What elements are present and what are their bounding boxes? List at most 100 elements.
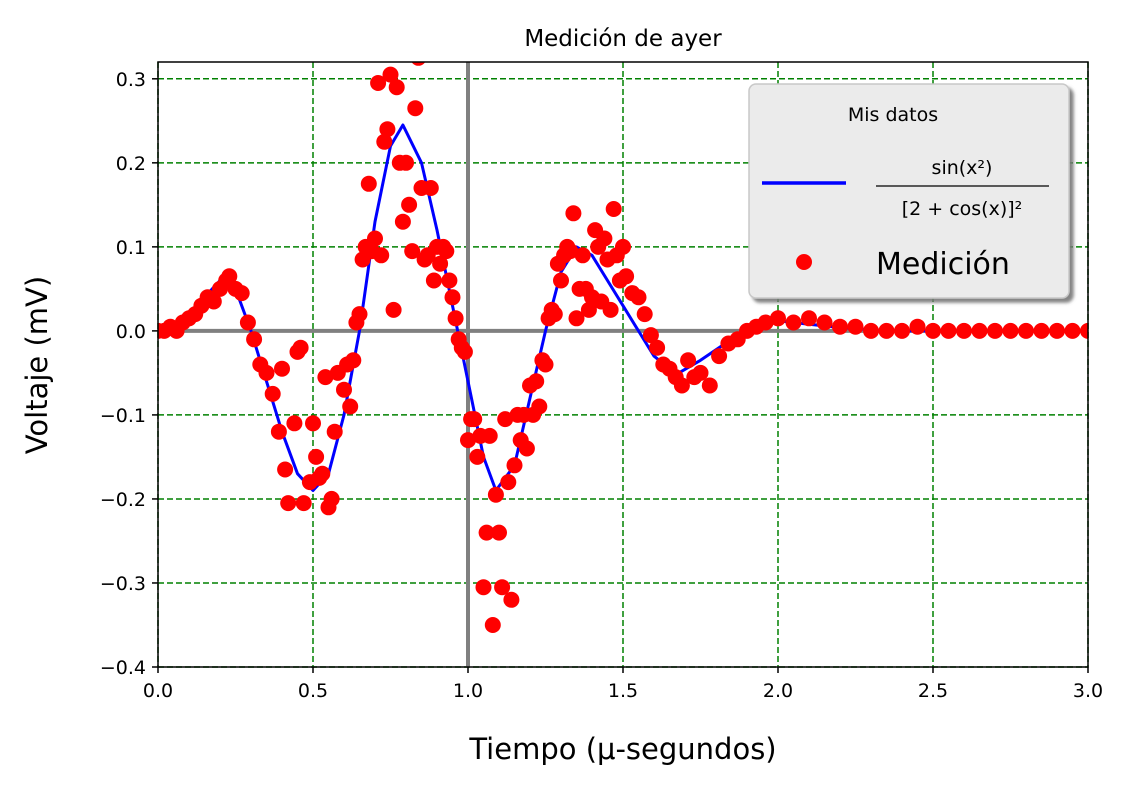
data-point (537, 356, 554, 373)
y-tick-label: 0.0 (116, 321, 146, 343)
data-point (1002, 322, 1019, 339)
data-point (1049, 322, 1065, 339)
data-point (447, 310, 464, 327)
data-point (317, 369, 334, 386)
legend-box (748, 83, 1070, 299)
data-point (295, 495, 312, 512)
data-point (367, 230, 383, 247)
x-tick-label: 2.5 (918, 680, 948, 702)
data-point (673, 377, 690, 394)
x-tick-label: 3.0 (1073, 680, 1103, 702)
data-point (280, 495, 297, 512)
data-point (568, 310, 585, 327)
data-point (277, 461, 294, 478)
data-point (574, 247, 591, 264)
data-point (494, 579, 511, 596)
legend-marker-swatch (796, 254, 812, 270)
data-point (484, 617, 501, 633)
data-point (221, 268, 238, 285)
data-point (618, 268, 635, 285)
legend-marker-label: Medición (876, 247, 1010, 282)
data-point (816, 314, 833, 331)
data-point (345, 352, 362, 369)
data-point (432, 255, 449, 272)
data-point (438, 243, 455, 260)
data-point (478, 524, 495, 541)
data-point (264, 385, 281, 402)
y-axis-label: Voltaje (mV) (20, 276, 54, 454)
data-point (878, 322, 895, 339)
data-point (649, 339, 666, 356)
legend-line-denominator: [2 + cos(x)]² (902, 198, 1023, 220)
y-axis: 0.3 0.2 0.1 0.0 −0.1 −0.2 −0.3 −0.4 (100, 69, 158, 679)
x-tick-label: 0.5 (298, 680, 328, 702)
x-tick-label: 0.0 (143, 680, 173, 702)
data-point (308, 448, 325, 465)
y-tick-label: −0.2 (100, 489, 146, 511)
data-point (642, 327, 659, 344)
data-point (630, 289, 647, 306)
data-point (305, 415, 321, 432)
data-point (553, 272, 569, 289)
data-point (376, 133, 393, 150)
data-point (615, 238, 631, 255)
data-point (469, 448, 486, 465)
data-point (425, 272, 442, 289)
data-point (546, 306, 563, 323)
data-point (531, 398, 548, 415)
scatter-series (158, 62, 1088, 633)
x-tick-label: 1.5 (608, 680, 638, 702)
data-point (441, 272, 458, 289)
data-point (1018, 322, 1034, 339)
data-point (518, 440, 535, 457)
x-tick-label: 2.0 (763, 680, 793, 702)
data-point (503, 591, 520, 608)
data-point (580, 301, 597, 318)
x-tick-label: 1.0 (453, 680, 483, 702)
data-point (701, 377, 718, 394)
data-point (385, 301, 402, 318)
data-point (711, 348, 728, 365)
data-point (388, 79, 405, 96)
data-point (909, 318, 926, 335)
data-point (422, 180, 439, 196)
data-point (460, 432, 476, 449)
data-point (274, 360, 290, 377)
data-point (894, 322, 910, 339)
data-point (680, 352, 697, 369)
data-point (239, 314, 256, 331)
y-tick-label: −0.1 (100, 405, 146, 427)
data-point (456, 343, 473, 360)
data-point (562, 243, 579, 260)
data-point (407, 100, 424, 117)
data-point (925, 322, 941, 339)
legend: Mis datos sin(x²) [2 + cos(x)]² Medición (748, 83, 1070, 299)
data-point (692, 364, 709, 381)
data-point (292, 339, 309, 356)
data-point (497, 411, 514, 428)
data-point (863, 322, 879, 339)
legend-line-numerator: sin(x²) (932, 157, 993, 179)
data-point (314, 465, 331, 482)
data-point (636, 306, 653, 323)
data-point (398, 154, 414, 171)
data-point (500, 474, 517, 491)
data-point (394, 213, 411, 230)
data-point (528, 373, 545, 390)
legend-title: Mis datos (848, 104, 938, 126)
data-point (847, 318, 864, 335)
x-axis-label: Tiempo (μ-segundos) (468, 732, 776, 766)
data-point (246, 331, 263, 348)
data-point (342, 398, 359, 415)
y-tick-label: −0.4 (100, 657, 146, 679)
data-point (596, 230, 613, 247)
data-point (270, 423, 287, 440)
data-point (466, 411, 483, 428)
data-point (491, 524, 507, 541)
y-tick-label: 0.3 (116, 69, 146, 91)
y-tick-label: 0.2 (116, 153, 146, 175)
data-point (404, 243, 421, 260)
data-point (1080, 322, 1088, 339)
data-point (205, 293, 222, 310)
